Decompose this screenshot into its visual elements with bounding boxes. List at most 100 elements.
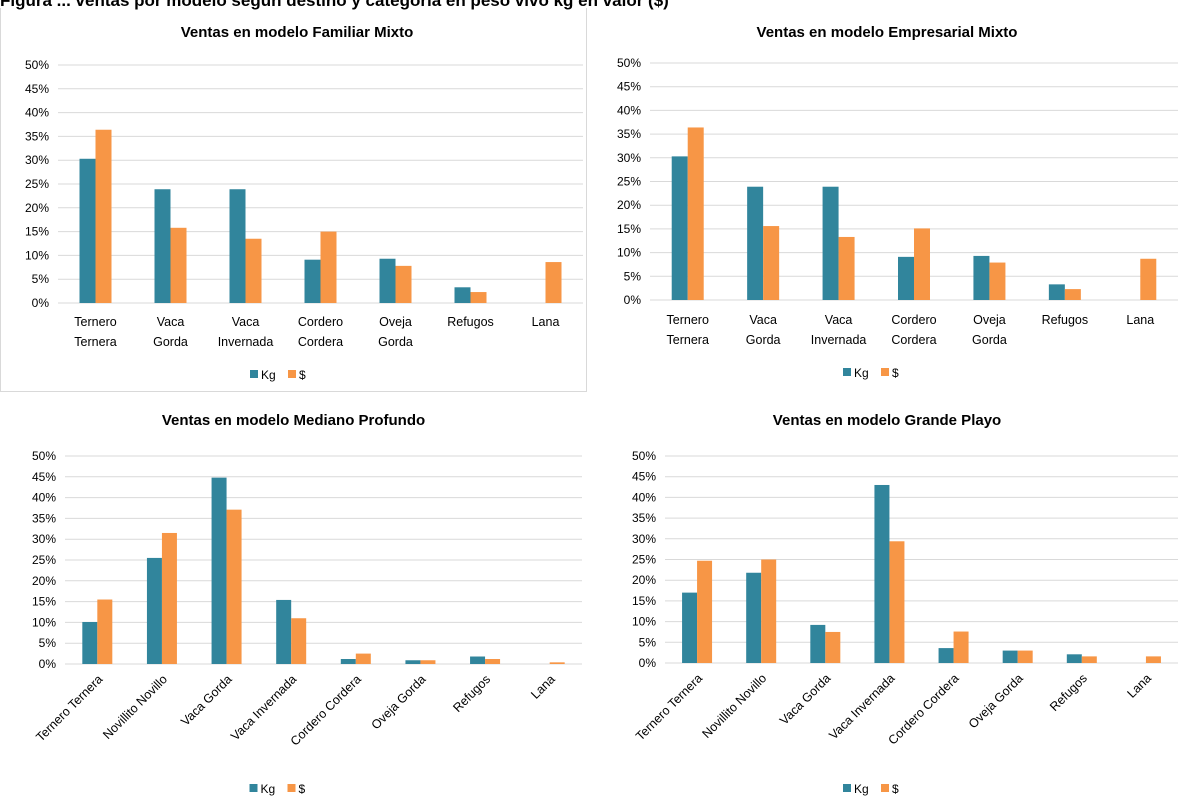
- y-tick-label: 35%: [632, 511, 656, 525]
- bar-kg: [938, 648, 954, 663]
- chart-title: Ventas en modelo Grande Playo: [773, 412, 1001, 429]
- bar-kg: [747, 186, 764, 300]
- legend-swatch-money: [881, 368, 889, 376]
- y-tick-label: 20%: [25, 201, 49, 215]
- chart-svg: Ventas en modelo Familiar Mixto 0% 5% 10% 15…: [25, 24, 583, 382]
- bar-money: [485, 659, 501, 664]
- category-label: Oveja Gorda: [966, 671, 1026, 731]
- legend-label-kg: Kg: [854, 782, 869, 796]
- y-tick-label: 15%: [617, 222, 641, 236]
- bar-kg: [405, 660, 421, 664]
- y-tick-label: 10%: [632, 615, 656, 629]
- bar-money: [1145, 656, 1161, 663]
- bar-money: [1064, 289, 1081, 300]
- chart-panel-grande-playo: Ventas en modelo Grande Playo 0% 5% 10% 15% 2…: [590, 400, 1184, 805]
- y-tick-label: 10%: [32, 615, 56, 629]
- bar-kg: [874, 484, 890, 663]
- chart-svg: Ventas en modelo Grande Playo 0% 5% 10% 15% 2…: [632, 412, 1178, 796]
- y-tick-label: 45%: [617, 80, 641, 94]
- bar-money: [355, 653, 371, 664]
- category-label: Novillito Novillo: [100, 672, 170, 742]
- bar-kg: [671, 156, 688, 300]
- legend-label-money: $: [299, 368, 306, 382]
- legend-swatch-kg: [843, 368, 851, 376]
- y-tick-label: 5%: [639, 635, 657, 649]
- bar-money: [395, 265, 412, 303]
- legend-label-kg: Kg: [261, 368, 276, 382]
- bar-kg: [1066, 654, 1082, 663]
- bar-kg: [379, 258, 396, 303]
- y-tick-label: 50%: [632, 449, 656, 463]
- chart-title: Ventas en modelo Empresarial Mixto: [757, 24, 1018, 41]
- figure-caption: Figura ... ventas por modelo según desti…: [0, 0, 669, 10]
- chart-panel-empresarial-mixto: Ventas en modelo Empresarial Mixto 0% 5% 10…: [590, 8, 1184, 392]
- category-label: Refugos: [1047, 671, 1090, 714]
- bar-money: [838, 236, 855, 300]
- bar-kg: [340, 659, 356, 664]
- category-label: Lana: [532, 315, 560, 329]
- category-label: Cordero Cordera: [885, 671, 961, 747]
- chart-title: Ventas en modelo Mediano Profundo: [162, 412, 425, 429]
- y-tick-label: 25%: [617, 175, 641, 189]
- category-label: Vaca Invernada: [826, 671, 897, 742]
- bar-kg: [154, 189, 171, 303]
- category-label: Vaca Gorda: [153, 315, 188, 349]
- y-tick-label: 25%: [25, 177, 49, 191]
- category-label: Vaca Gorda: [777, 671, 833, 727]
- legend-swatch-kg: [250, 370, 258, 378]
- bar-money: [687, 127, 704, 301]
- bar-money: [914, 228, 930, 300]
- y-tick-label: 10%: [617, 246, 641, 260]
- category-label: Refugos: [450, 672, 493, 715]
- y-tick-label: 20%: [617, 198, 641, 212]
- category-label: Refugos: [1042, 313, 1089, 327]
- category-label: Ternero Ternera: [74, 315, 116, 349]
- y-tick-label: 40%: [32, 491, 56, 505]
- bar-money: [549, 662, 565, 664]
- bar-money: [1140, 258, 1157, 300]
- bar-money: [761, 559, 777, 663]
- category-label: Vaca Gorda: [746, 313, 781, 347]
- y-tick-label: 20%: [32, 574, 56, 588]
- bar-money: [953, 631, 969, 663]
- legend-swatch-money: [287, 784, 296, 792]
- bar-kg: [211, 477, 227, 664]
- chart-svg: Ventas en modelo Empresarial Mixto 0% 5% 10…: [617, 24, 1178, 380]
- bar-money: [291, 618, 307, 664]
- bar-money: [226, 509, 242, 664]
- legend-label-money: $: [892, 366, 899, 380]
- bar-kg: [470, 656, 486, 664]
- legend-label-money: $: [299, 782, 306, 796]
- y-tick-label: 15%: [632, 594, 656, 608]
- bar-money: [245, 238, 262, 303]
- bar-money: [470, 292, 487, 303]
- category-label: Vaca Invernada: [228, 672, 299, 743]
- legend-swatch-money: [288, 370, 296, 378]
- category-label: Vaca Invernada: [218, 315, 274, 349]
- y-tick-label: 40%: [632, 490, 656, 504]
- y-tick-label: 35%: [32, 511, 56, 525]
- y-tick-label: 5%: [39, 636, 57, 650]
- chart-panel-familiar-mixto: Ventas en modelo Familiar Mixto 0% 5% 10% 15…: [0, 8, 587, 392]
- category-label: Lana: [1124, 671, 1154, 701]
- y-tick-label: 10%: [25, 248, 49, 262]
- bar-kg: [973, 255, 990, 300]
- y-tick-label: 45%: [25, 82, 49, 96]
- chart-panel-mediano-profundo: Ventas en modelo Mediano Profundo 0% 5% 10%…: [0, 400, 587, 805]
- bar-kg: [79, 158, 96, 303]
- bar-money: [95, 129, 112, 303]
- legend-label-money: $: [892, 782, 899, 796]
- y-tick-label: 50%: [32, 449, 56, 463]
- y-tick-label: 35%: [617, 127, 641, 141]
- chart-title: Ventas en modelo Familiar Mixto: [181, 24, 414, 41]
- category-label: Vaca Invernada: [811, 313, 867, 347]
- bar-money: [1017, 650, 1033, 663]
- legend-swatch-kg: [843, 784, 851, 792]
- bar-money: [889, 541, 905, 663]
- bar-money: [170, 227, 187, 303]
- bar-money: [1081, 656, 1097, 663]
- bar-money: [989, 262, 1006, 300]
- y-tick-label: 30%: [25, 153, 49, 167]
- y-tick-label: 30%: [617, 151, 641, 165]
- bar-kg: [82, 621, 98, 664]
